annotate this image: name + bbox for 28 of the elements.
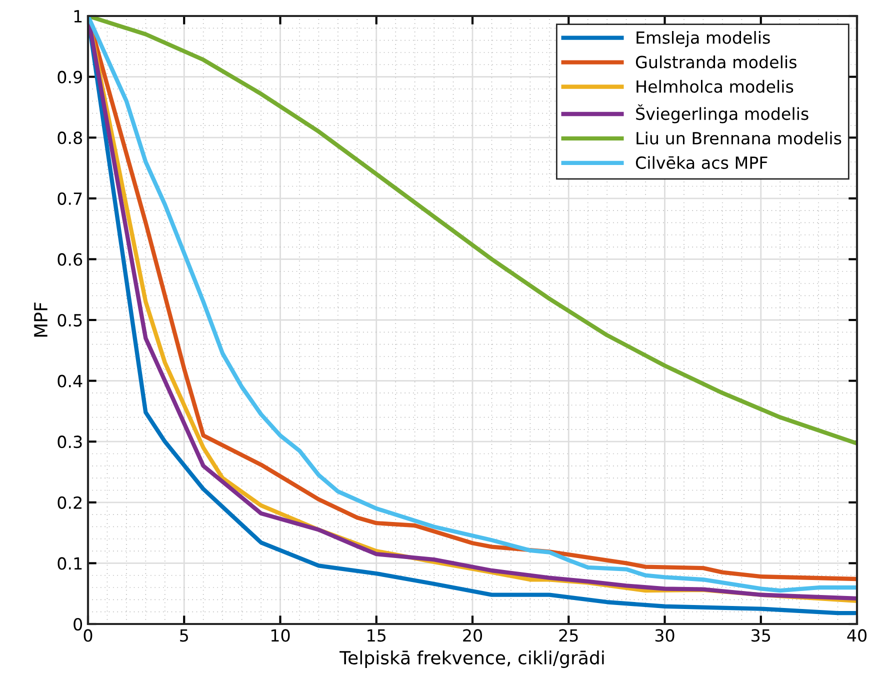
legend-label: Gulstranda modelis (636, 55, 796, 68)
x-tick-label: 40 (847, 629, 866, 642)
legend-label: Liu un Brennana modelis (636, 132, 842, 145)
y-tick-label: 0.9 (58, 70, 82, 84)
y-tick-label: 0.6 (58, 253, 82, 266)
x-tick-label: 20 (463, 629, 482, 642)
legend-label: Emsleja modelis (636, 31, 770, 48)
x-tick-label: 0 (84, 629, 92, 642)
x-tick-label: 15 (368, 629, 386, 642)
y-tick-label: 0.5 (58, 314, 82, 327)
legend-label: Šviegerlinga modelis (636, 104, 808, 124)
y-tick-label: 0 (74, 618, 82, 631)
legend-label: Cilvēka acs MPF (636, 156, 768, 169)
y-axis-title: MPF (34, 302, 48, 337)
y-tick-label: 0.4 (58, 374, 82, 388)
y-tick-label: 1 (74, 10, 82, 22)
x-tick-label: 10 (271, 629, 290, 642)
y-tick-label: 0.7 (58, 192, 82, 205)
x-tick-label: 35 (752, 629, 770, 642)
y-tick-label: 0.3 (58, 436, 82, 448)
y-tick-label: 0.2 (58, 496, 82, 509)
x-tick-label: 25 (559, 629, 578, 642)
y-tick-label: 0.8 (58, 132, 82, 144)
x-axis-title: Telpiskā frekvence, cikli/grādi (340, 650, 604, 668)
x-tick-label: 30 (655, 629, 674, 642)
y-tick-label: 0.1 (58, 557, 82, 570)
legend-label: Helmholca modelis (636, 80, 794, 93)
x-tick-label: 5 (180, 629, 188, 642)
